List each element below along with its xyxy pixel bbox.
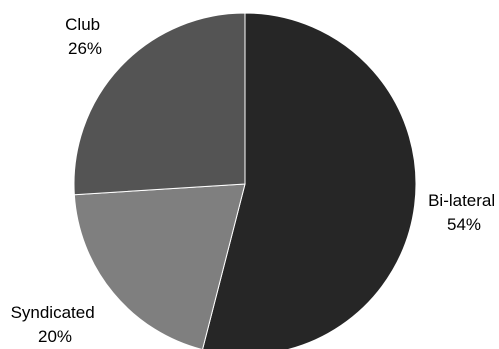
label-bi-lateral-name: Bi-lateral: [428, 191, 495, 210]
pie-slice-club: [73, 12, 246, 196]
label-bi-lateral: Bi-lateral 54%: [428, 191, 499, 234]
label-club-value: 26%: [68, 39, 102, 58]
label-syndicated-value: 20%: [38, 327, 72, 346]
label-club-name: Club: [65, 15, 100, 34]
pie-slice-bi-lateral: [202, 12, 417, 349]
pie-slices: [73, 12, 417, 349]
label-syndicated-name: Syndicated: [11, 303, 95, 322]
label-syndicated: Syndicated 20%: [11, 303, 100, 346]
label-bi-lateral-value: 54%: [447, 215, 481, 234]
pie-slice-syndicated: [73, 183, 246, 349]
label-club: Club 26%: [65, 15, 105, 58]
